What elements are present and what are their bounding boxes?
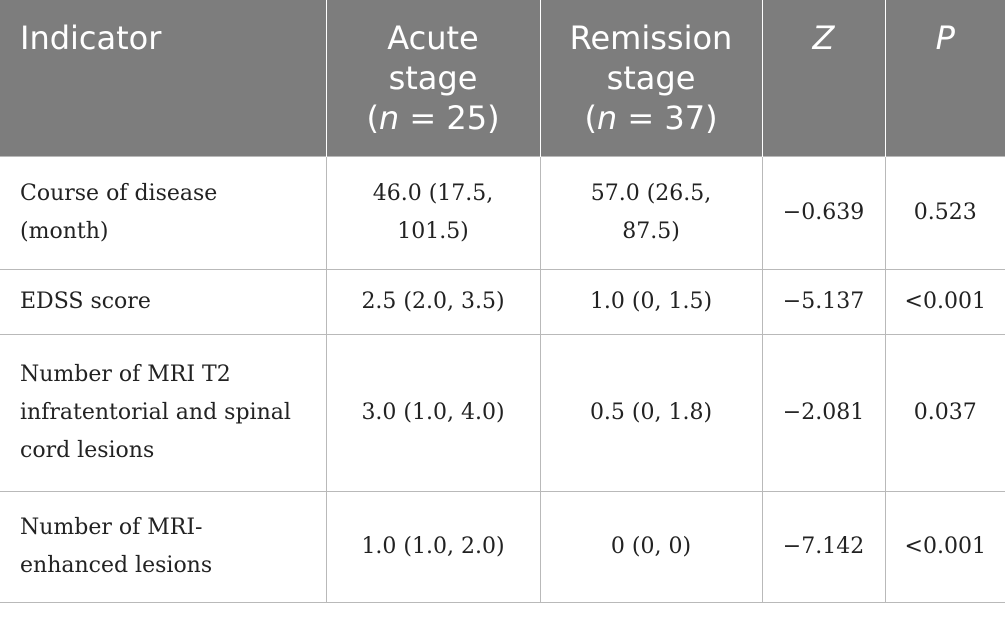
table-row: Number of MRI-enhanced lesions 1.0 (1.0,… <box>0 491 1005 603</box>
header-acute-stage: Acute stage (n = 25) <box>326 0 541 157</box>
table-row: Course of disease (month) 46.0 (17.5, 10… <box>0 156 1005 270</box>
header-remission-line2: stage <box>606 59 696 97</box>
cell-indicator: Course of disease (month) <box>0 156 327 270</box>
header-p: P <box>885 0 1005 157</box>
cell-acute: 1.0 (1.0, 2.0) <box>325 491 541 603</box>
header-remission-line1: Remission <box>569 19 733 57</box>
cell-indicator: Number of MRI T2 infratentorial and spin… <box>0 334 327 492</box>
cell-z: −0.639 <box>761 156 886 270</box>
cell-p: 0.037 <box>884 334 1005 492</box>
cell-indicator: EDSS score <box>0 269 327 335</box>
cell-p: <0.001 <box>884 491 1005 603</box>
header-z: Z <box>762 0 886 157</box>
cell-z: −7.142 <box>761 491 886 603</box>
cell-z: −2.081 <box>761 334 886 492</box>
header-row: Indicator Acute stage (n = 25) Remission… <box>0 0 1005 157</box>
cell-remission: 0.5 (0, 1.8) <box>539 334 763 492</box>
header-remission-stage: Remission stage (n = 37) <box>540 0 763 157</box>
cell-indicator: Number of MRI-enhanced lesions <box>0 491 327 603</box>
cell-acute: 2.5 (2.0, 3.5) <box>325 269 541 335</box>
cell-p: <0.001 <box>884 269 1005 335</box>
header-acute-n: (n = 25) <box>366 99 500 137</box>
cell-remission: 1.0 (0, 1.5) <box>539 269 763 335</box>
table-row: Number of MRI T2 infratentorial and spin… <box>0 334 1005 492</box>
cell-remission: 57.0 (26.5, 87.5) <box>539 156 763 270</box>
table-row: EDSS score 2.5 (2.0, 3.5) 1.0 (0, 1.5) −… <box>0 269 1005 335</box>
cell-z: −5.137 <box>761 269 886 335</box>
cell-p: 0.523 <box>884 156 1005 270</box>
cell-acute: 46.0 (17.5, 101.5) <box>325 156 541 270</box>
cell-remission: 0 (0, 0) <box>539 491 763 603</box>
header-remission-n: (n = 37) <box>584 99 718 137</box>
header-acute-line2: stage <box>388 59 478 97</box>
header-indicator: Indicator <box>0 0 327 157</box>
data-table: Indicator Acute stage (n = 25) Remission… <box>0 0 1005 603</box>
cell-acute: 3.0 (1.0, 4.0) <box>325 334 541 492</box>
header-acute-line1: Acute <box>387 19 479 57</box>
